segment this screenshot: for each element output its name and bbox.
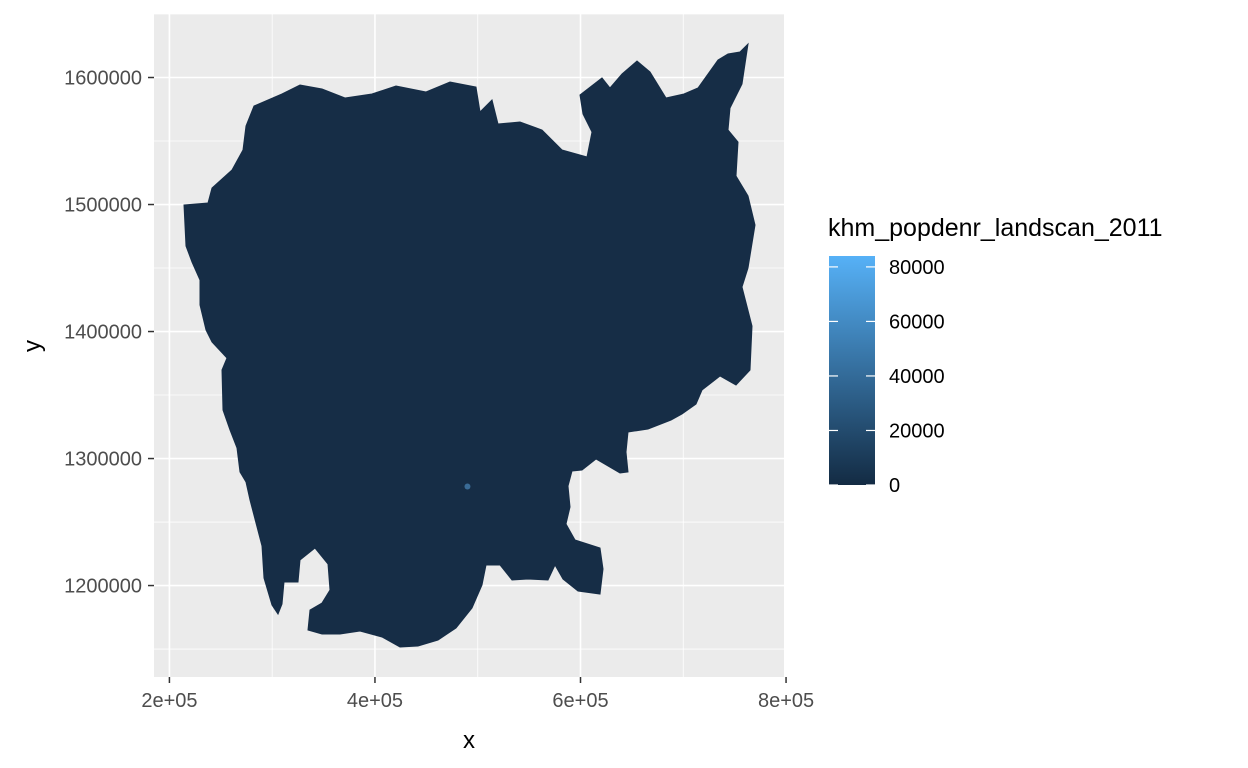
legend-break-label: 20000 [889, 420, 945, 442]
y-tick-label: 1300000 [64, 449, 142, 471]
x-tick-label: 8e+05 [758, 690, 814, 712]
population-hotspot-phnom-penh [464, 483, 471, 490]
color-legend: khm_popdenr_landscan_2011 0 20000 40000 600… [828, 214, 1163, 497]
legend-title: khm_popdenr_landscan_2011 [828, 214, 1163, 242]
y-tick-label: 1600000 [64, 68, 142, 90]
y-tick-label: 1500000 [64, 195, 142, 217]
cambodia-raster-area [183, 42, 756, 648]
y-tick-label: 1400000 [64, 322, 142, 344]
x-axis-ticks: 2e+05 4e+05 6e+05 8e+05 [141, 677, 814, 712]
legend-colorbar [829, 256, 875, 485]
y-axis-title: y [19, 340, 46, 352]
legend-break-label: 80000 [889, 257, 945, 279]
legend-breaks: 0 20000 40000 60000 80000 [829, 257, 945, 497]
y-tick-label: 1200000 [64, 576, 142, 598]
legend-break-label: 0 [889, 475, 900, 497]
y-axis-ticks: 1200000 1300000 1400000 1500000 1600000 [64, 68, 154, 598]
legend-break-label: 40000 [889, 366, 945, 388]
legend-break-label: 60000 [889, 311, 945, 333]
x-tick-label: 2e+05 [141, 690, 197, 712]
x-axis-title: x [463, 727, 475, 754]
x-tick-label: 6e+05 [552, 690, 608, 712]
x-tick-label: 4e+05 [347, 690, 403, 712]
